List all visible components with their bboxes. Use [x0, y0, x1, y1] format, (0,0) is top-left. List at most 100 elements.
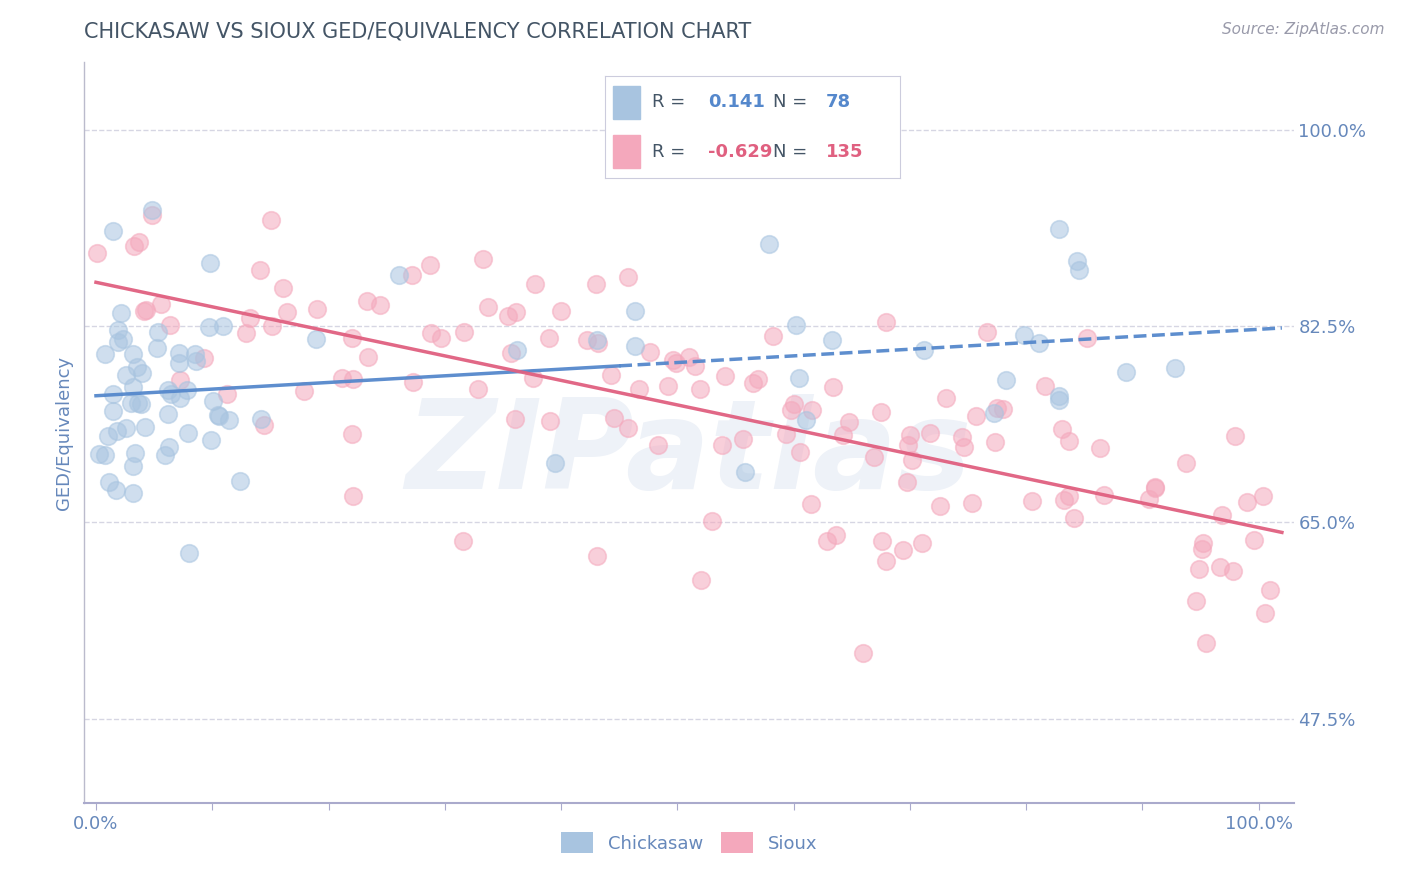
- Point: [340, 331, 363, 345]
- Point: [870, 533, 893, 548]
- Point: [87, 447, 110, 461]
- Point: [789, 370, 811, 384]
- Point: [505, 305, 527, 319]
- Point: [896, 475, 918, 490]
- Point: [794, 413, 817, 427]
- Text: R =: R =: [652, 94, 685, 112]
- Text: ZIPatlas: ZIPatlas: [406, 394, 972, 516]
- Point: [262, 319, 284, 334]
- Point: [135, 303, 157, 318]
- Point: [357, 350, 380, 364]
- Point: [177, 546, 200, 560]
- Point: [918, 425, 941, 440]
- Point: [120, 396, 142, 410]
- Point: [661, 352, 683, 367]
- Point: [131, 366, 153, 380]
- Point: [496, 309, 519, 323]
- Point: [690, 574, 713, 588]
- Point: [538, 414, 561, 428]
- Text: R =: R =: [652, 143, 685, 161]
- Point: [775, 427, 797, 442]
- Point: [122, 347, 145, 361]
- Point: [586, 549, 609, 564]
- Point: [711, 438, 734, 452]
- Point: [1143, 480, 1166, 494]
- Point: [758, 236, 780, 251]
- Point: [276, 305, 298, 319]
- Point: [1076, 331, 1098, 345]
- Point: [627, 382, 650, 396]
- Point: [1057, 434, 1080, 449]
- Point: [616, 420, 638, 434]
- Point: [94, 448, 117, 462]
- Point: [912, 343, 935, 358]
- Point: [207, 409, 229, 424]
- Point: [505, 412, 527, 426]
- Point: [575, 334, 598, 348]
- Point: [762, 328, 785, 343]
- Point: [1163, 360, 1185, 375]
- Point: [229, 474, 252, 488]
- Point: [1066, 253, 1088, 268]
- Point: [995, 373, 1018, 387]
- Point: [522, 370, 544, 384]
- Text: -0.629: -0.629: [709, 143, 772, 161]
- Point: [838, 415, 860, 429]
- Point: [586, 335, 609, 350]
- Point: [101, 224, 124, 238]
- Point: [984, 435, 1007, 450]
- Point: [962, 496, 984, 510]
- Point: [616, 270, 638, 285]
- Point: [211, 319, 233, 334]
- Point: [870, 405, 893, 419]
- Point: [402, 375, 425, 389]
- Point: [1050, 422, 1073, 436]
- Point: [499, 346, 522, 360]
- Text: 135: 135: [827, 143, 863, 161]
- Point: [782, 396, 804, 410]
- Point: [1222, 564, 1244, 578]
- Text: Source: ZipAtlas.com: Source: ZipAtlas.com: [1222, 22, 1385, 37]
- Point: [1254, 606, 1277, 620]
- Point: [986, 401, 1008, 415]
- Point: [714, 369, 737, 384]
- Point: [127, 396, 149, 410]
- Point: [683, 359, 706, 373]
- Point: [537, 331, 560, 345]
- Point: [239, 310, 262, 325]
- Point: [1049, 392, 1071, 407]
- Point: [177, 425, 200, 440]
- Point: [965, 409, 987, 423]
- Point: [1088, 441, 1111, 455]
- Point: [991, 402, 1014, 417]
- Point: [702, 514, 724, 528]
- Point: [342, 372, 364, 386]
- Point: [132, 304, 155, 318]
- Point: [198, 256, 221, 270]
- Point: [976, 325, 998, 339]
- Text: N =: N =: [773, 94, 807, 112]
- Point: [420, 326, 443, 341]
- Point: [134, 419, 156, 434]
- Point: [98, 475, 121, 489]
- Point: [477, 300, 499, 314]
- Point: [141, 202, 163, 217]
- Point: [1236, 494, 1258, 508]
- Text: CHICKASAW VS SIOUX GED/EQUIVALENCY CORRELATION CHART: CHICKASAW VS SIOUX GED/EQUIVALENCY CORRE…: [84, 21, 752, 41]
- Text: 78: 78: [827, 94, 851, 112]
- Point: [141, 208, 163, 222]
- Point: [1211, 508, 1233, 523]
- Point: [1047, 222, 1070, 236]
- Point: [150, 297, 173, 311]
- Point: [862, 450, 884, 465]
- Bar: [613, 87, 640, 119]
- Point: [1192, 536, 1215, 550]
- Point: [159, 318, 181, 333]
- Point: [453, 326, 475, 340]
- Point: [897, 438, 920, 452]
- Point: [734, 465, 756, 479]
- Point: [1047, 389, 1070, 403]
- Point: [1143, 481, 1166, 495]
- Point: [159, 387, 181, 401]
- Point: [586, 333, 609, 347]
